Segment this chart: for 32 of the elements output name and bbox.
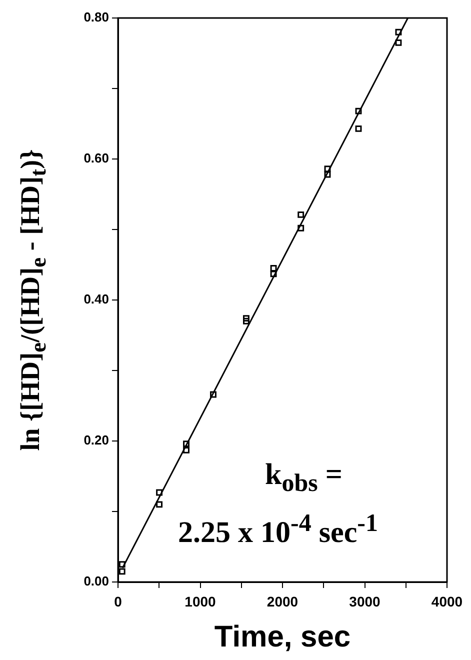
x-tick-label: 0 (114, 593, 122, 610)
point (183, 446, 190, 454)
point (118, 561, 126, 568)
y-tick-label: 0.40 (84, 292, 109, 307)
y-tick-label: 0.20 (84, 432, 109, 448)
point (270, 270, 277, 278)
point (395, 28, 402, 36)
x-tick-label: 3000 (349, 593, 381, 610)
annotation: k$_{obs}$ = (265, 458, 342, 498)
x-tick-label: 2000 (266, 593, 298, 610)
point (298, 224, 304, 232)
y-tick-label: 0.80 (84, 10, 109, 25)
point (243, 318, 250, 324)
point (183, 440, 190, 448)
annotation: 2.25 x 10$^{-4}$ sec$^{-1}$ (178, 510, 378, 550)
point (156, 501, 163, 508)
point (298, 211, 304, 218)
point (324, 171, 331, 178)
point (243, 315, 250, 322)
y-tick-label: 0.60 (84, 150, 109, 166)
point (156, 489, 163, 496)
point (210, 391, 216, 398)
point (324, 166, 331, 172)
point (270, 265, 277, 272)
point (355, 108, 362, 114)
x-axis-title: Time, sec (214, 620, 351, 654)
y-tick-label: 0.00 (84, 574, 109, 589)
x-tick-label: 4000 (431, 593, 463, 610)
x-tick-label: 1000 (184, 593, 216, 610)
point (355, 125, 362, 132)
point (395, 39, 402, 46)
point (118, 568, 126, 575)
